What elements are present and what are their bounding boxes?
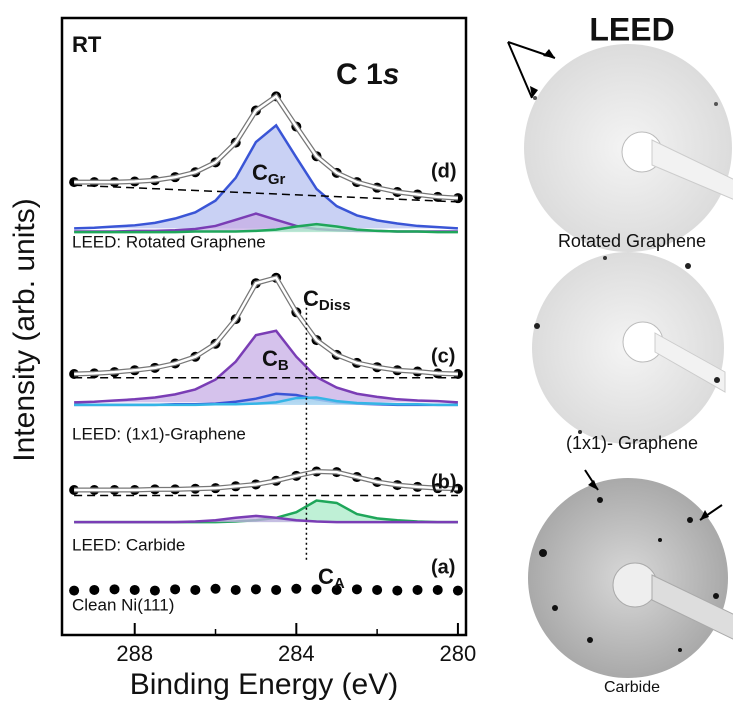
leed-title: LEED — [589, 11, 674, 47]
data-point — [211, 584, 221, 594]
x-tick-label: 288 — [116, 641, 153, 666]
data-point — [150, 586, 160, 596]
spectrum-caption: LEED: Carbide — [72, 535, 185, 554]
leed-caption: Carbide — [604, 679, 660, 696]
spectrum-label: (d) — [431, 160, 457, 182]
spectrum-caption: LEED: Rotated Graphene — [72, 232, 266, 251]
data-point — [69, 586, 79, 596]
data-point — [413, 585, 423, 595]
data-point — [291, 584, 301, 594]
spectrum-caption: Clean Ni(111) — [72, 595, 174, 614]
annotation: RT — [72, 32, 102, 57]
data-point — [190, 585, 200, 595]
data-point — [231, 585, 241, 595]
data-point — [433, 585, 443, 595]
figure: LEED 288 284 280 Binding Energy (eV) Intensi… — [0, 0, 733, 702]
x-axis-label: Binding Energy (eV) — [130, 668, 398, 701]
data-point — [453, 586, 463, 596]
data-point — [130, 585, 140, 595]
title-italic: s — [383, 58, 400, 91]
y-axis-label: Intensity (arb. units) — [8, 198, 41, 461]
leed-images — [508, 42, 733, 678]
title-text: C 1 — [336, 58, 383, 91]
peak-label: CA — [318, 564, 345, 592]
data-point — [89, 585, 99, 595]
leed-caption: (1x1)- Graphene — [566, 433, 698, 453]
peak-label-sub: Diss — [319, 297, 351, 314]
data-point — [170, 584, 180, 594]
data-point — [372, 585, 382, 595]
data-point — [352, 584, 362, 594]
peak-label-main: C — [303, 286, 319, 311]
data-point — [251, 584, 261, 594]
chart-title: C 1s — [336, 58, 399, 91]
spectrum-label: (c) — [431, 345, 455, 367]
data-point — [392, 586, 402, 596]
data-point — [271, 585, 281, 595]
peak-label-sub: B — [278, 357, 289, 374]
leed-caption: Rotated Graphene — [558, 231, 706, 251]
data-point — [110, 584, 120, 594]
spectrum-label: (a) — [431, 556, 455, 578]
spectrum-label: (b) — [431, 471, 457, 493]
spectrum-caption: LEED: (1x1)-Graphene — [72, 424, 246, 443]
x-tick-label: 280 — [440, 641, 477, 666]
peak-label-main: C — [252, 160, 268, 185]
peak-label-sub: Gr — [268, 171, 286, 188]
peak-label-sub: A — [334, 575, 345, 592]
peak-label: CDiss — [303, 286, 351, 314]
x-tick-label: 284 — [278, 641, 315, 666]
peak-label-main: C — [318, 564, 334, 589]
peak-label-main: C — [262, 346, 278, 371]
